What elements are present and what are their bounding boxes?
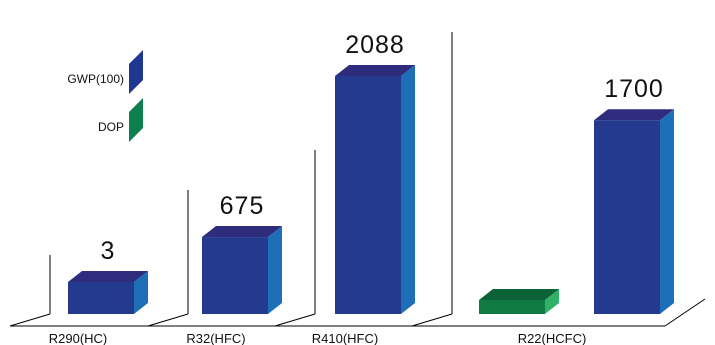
bar-side-face (268, 226, 282, 314)
floor-right-edge (664, 298, 706, 327)
bar-top-face (68, 271, 148, 282)
legend-label: GWP(100) (67, 72, 124, 86)
category-label: R32(HFC) (186, 331, 245, 345)
bar-side-face (660, 109, 674, 315)
value-label: 3 (101, 237, 116, 265)
bar-top-face (594, 109, 674, 121)
floor-divider (9, 313, 51, 327)
chart-axes (9, 32, 706, 327)
bar-front-face (202, 237, 268, 314)
floor-divider (274, 313, 316, 327)
bar-top-face (202, 226, 282, 238)
category-label: R410(HFC) (312, 331, 378, 345)
value-label: 1700 (604, 75, 664, 103)
bar-gwp-r290-hc- (68, 271, 148, 314)
bar-top-face (479, 289, 559, 300)
bar-front-face (594, 120, 660, 315)
bar-top-face (335, 65, 415, 76)
category-label: R290(HC) (49, 331, 108, 345)
bar-side-face (401, 65, 415, 314)
legend-label: DOP (98, 120, 124, 134)
floor-divider (147, 313, 189, 327)
category-label: R22(HCFC) (518, 331, 587, 345)
bar-gwp-r22-hcfc- (594, 109, 674, 315)
value-label: 675 (220, 192, 265, 220)
bar-front-face (479, 300, 545, 314)
floor-divider (411, 313, 453, 327)
category-labels: R290(HC) R32(HFC) R410(HFC) R22(HCFC) (49, 331, 587, 345)
legend-item-dop: DOP (98, 98, 143, 142)
bar-side-face (545, 289, 559, 314)
value-label: 2088 (345, 31, 405, 59)
legend-swatch (129, 50, 143, 94)
legend: GWP(100) DOP (67, 50, 143, 142)
legend-swatch (129, 98, 143, 142)
value-labels: 3 675 2088 1700 (101, 31, 664, 265)
bar-side-face (134, 271, 148, 314)
bar-front-face (68, 282, 134, 314)
legend-item-gwp: GWP(100) (67, 50, 143, 94)
bar-front-face (335, 76, 401, 314)
bar-dop-r22-hcfc- (479, 289, 559, 314)
bar-gwp-r32-hfc- (202, 226, 282, 314)
bar-gwp-r410-hfc- (335, 65, 415, 314)
chart-bars (68, 65, 674, 315)
